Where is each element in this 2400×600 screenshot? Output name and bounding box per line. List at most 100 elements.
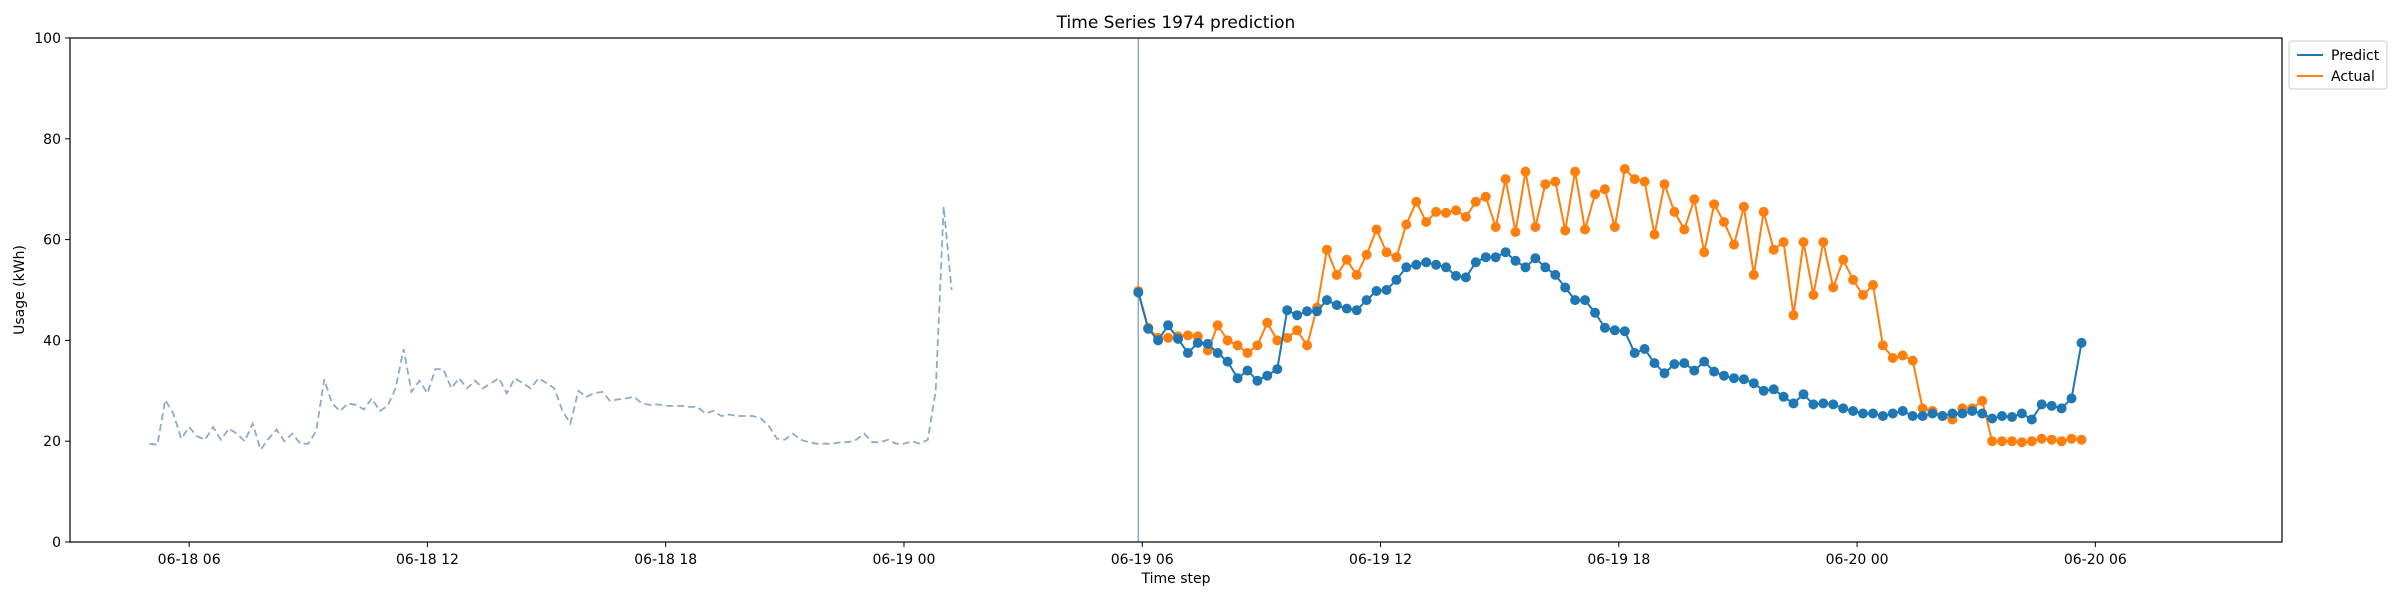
predict-point [1252,375,1263,386]
actual-point [1639,176,1650,187]
x-tick-label: 06-19 18 [1587,552,1650,568]
actual-point [1649,229,1660,240]
actual-point [1540,179,1551,190]
predict-point [1768,384,1779,395]
plot-frame [69,37,2283,543]
actual-point [1987,436,1998,447]
predict-point [1381,285,1392,295]
predict-point [1451,270,1461,281]
predict-point [1758,385,1769,396]
predict-point [1470,257,1481,268]
predict-point [1520,262,1531,273]
chart-title: Time Series 1974 prediction [1056,13,1296,33]
x-tick-label: 06-18 18 [634,552,697,568]
predict-point [1748,378,1759,389]
actual-series [1133,164,2087,448]
predict-point [1570,295,1581,306]
actual-point [1182,330,1193,341]
predict-point [1153,335,1164,346]
predict-point [1808,399,1819,410]
predict-point [1709,366,1720,377]
actual-point [1391,252,1402,263]
plot-area [69,37,2283,543]
y-tick-label: 0 [52,535,61,551]
actual-point [1838,254,1849,265]
predict-point [2036,399,2047,410]
predict-point [1242,365,1253,376]
actual-point [1411,196,1422,207]
actual-point [2016,437,2027,448]
predict-point [1987,413,1998,424]
x-tick-label: 06-18 06 [158,552,221,568]
actual-point [1560,225,1571,236]
actual-point [1689,194,1700,205]
actual-point [1808,290,1819,300]
actual-point [1500,174,1511,185]
actual-point [1788,310,1799,321]
history-line [149,206,953,452]
predict-point [1312,306,1322,317]
predict-point [1232,373,1243,384]
predict-point [1441,262,1451,273]
actual-point [1381,247,1392,258]
actual-point [1887,353,1898,363]
actual-point [1163,332,1174,343]
actual-point [1729,239,1739,250]
predict-point [1818,398,1829,409]
y-axis: 0 20 40 60 80 100 [34,31,70,551]
predict-point [1163,320,1174,331]
predict-point [1619,326,1630,337]
actual-point [1997,436,2007,447]
x-tick-label: 06-19 12 [1349,552,1412,568]
actual-point [1858,290,1868,300]
predict-point [1331,300,1342,311]
predict-point [1480,252,1491,263]
actual-point [1699,247,1710,258]
predict-point [2016,408,2027,419]
actual-point [1818,237,1829,248]
actual-point [1262,317,1273,328]
predict-point [1540,262,1551,273]
predict-point [1599,322,1610,333]
actual-point [1212,320,1223,331]
predict-point [1917,411,1928,421]
actual-point [2056,436,2067,447]
predict-point [1590,307,1600,318]
x-axis: 06-18 06 06-18 12 06-18 18 06-19 00 06-19 06… [158,542,2127,568]
predict-point [1669,359,1680,370]
actual-point [1719,217,1729,227]
history-series [149,206,953,452]
predict-point [1798,389,1809,400]
predict-point [1868,408,1878,419]
actual-point [1828,282,1839,293]
actual-point [1669,206,1680,217]
x-axis-label: Time step [1141,571,1211,587]
actual-point [1590,189,1600,200]
actual-point [1877,340,1888,351]
x-tick-label: 06-20 06 [2064,552,2127,568]
predict-point [1997,411,2007,421]
actual-point [1292,325,1303,336]
predict-point [1212,348,1223,358]
actual-point [1768,244,1779,255]
predict-point [1272,364,1283,375]
legend-label: Actual [2331,69,2375,85]
y-tick-label: 20 [43,434,61,450]
predict-point [1371,286,1382,296]
actual-point [1441,207,1451,218]
actual-point [1709,199,1720,210]
predict-point [1421,257,1432,268]
actual-point [1421,217,1432,227]
actual-point [1232,340,1243,351]
actual-point [1341,254,1352,265]
predict-point [2066,393,2077,404]
predict-point [1659,368,1670,379]
predict-point [1609,325,1620,336]
predict-point [1937,411,1948,421]
predict-point [1957,408,1968,419]
actual-point [1758,206,1769,217]
actual-point [1510,227,1521,237]
predict-point [1977,408,1988,419]
actual-point [1738,201,1749,212]
